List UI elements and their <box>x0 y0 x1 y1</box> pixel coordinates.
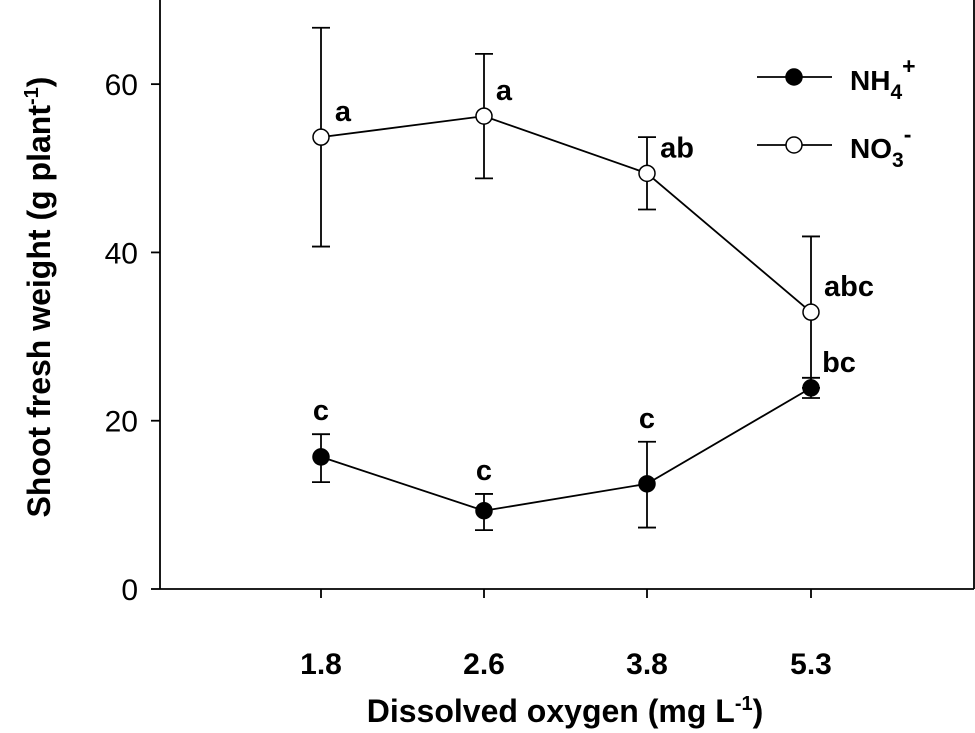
series-line-no3 <box>320 115 812 313</box>
y-tick-label: 0 <box>121 574 138 607</box>
series-line-nh4 <box>320 387 812 512</box>
x-tick-label: 1.8 <box>300 648 342 681</box>
y-tick-label: 40 <box>105 237 138 270</box>
data-point-no3 <box>475 107 493 125</box>
significance-label-nh4: bc <box>822 347 856 379</box>
legend-marker-no3 <box>785 136 803 154</box>
significance-label-no3: abc <box>824 271 874 303</box>
legend-label-nh4: NH4+ <box>850 53 916 104</box>
significance-label-no3: ab <box>660 132 694 164</box>
significance-label-no3: a <box>335 96 352 128</box>
plot-axes <box>159 0 975 590</box>
data-point-no3 <box>802 303 820 321</box>
x-tick-label: 5.3 <box>790 648 832 681</box>
legend-marker-nh4 <box>785 68 803 86</box>
x-axis-title: Dissolved oxygen (mg L-1) <box>367 693 764 729</box>
data-point-nh4 <box>638 475 656 493</box>
legend: NH4+ NO3- <box>757 53 916 172</box>
significance-label-no3: a <box>496 75 513 107</box>
significance-label-nh4: c <box>313 395 329 427</box>
significance-label-nh4: c <box>639 403 655 435</box>
y-axis-title: Shoot fresh weight (g plant-1) <box>21 77 57 518</box>
data-point-nh4 <box>312 448 330 466</box>
data-point-no3 <box>638 164 656 183</box>
significance-labels: c c c bc a a ab abc <box>313 75 874 487</box>
data-point-nh4 <box>475 501 493 520</box>
data-point-no3 <box>312 128 330 146</box>
x-tick-label: 3.8 <box>626 648 668 681</box>
series-layer <box>312 26 820 531</box>
y-axis-ticks: 0 20 40 60 <box>105 69 160 607</box>
y-tick-label: 60 <box>105 69 138 102</box>
legend-label-no3: NO3- <box>850 121 911 172</box>
x-axis-ticks: 1.8 2.6 3.8 5.3 <box>300 589 832 681</box>
x-tick-label: 2.6 <box>463 648 505 681</box>
y-tick-label: 20 <box>105 406 138 439</box>
significance-label-nh4: c <box>476 455 492 487</box>
